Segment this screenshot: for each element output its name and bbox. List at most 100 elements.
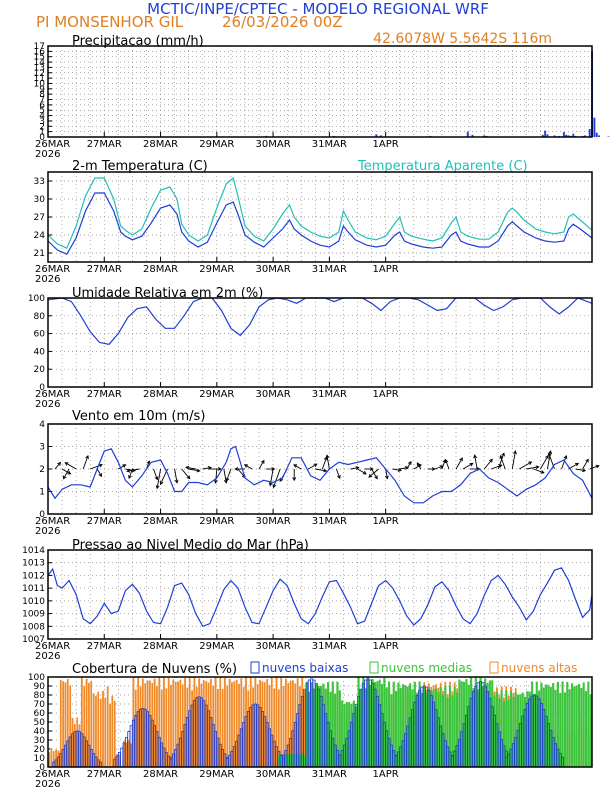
y-tick-label: 1008 bbox=[22, 622, 45, 632]
wind-vector-head bbox=[268, 482, 273, 487]
y-tick-label: 6 bbox=[39, 101, 45, 111]
cloud-mid-bar bbox=[287, 754, 290, 767]
cloud-mid-bar bbox=[397, 682, 400, 767]
precip-bar bbox=[541, 134, 544, 137]
x-tick-label: 26MAR bbox=[35, 389, 70, 400]
wind-vector-head bbox=[323, 468, 328, 473]
cloud-mid-bar bbox=[439, 687, 442, 767]
cloud-mid-bar bbox=[298, 754, 302, 767]
x-year-label: 2026 bbox=[35, 526, 60, 537]
cloud-mid-bar bbox=[526, 691, 529, 767]
legend-mid-label: nuvens medias bbox=[381, 661, 472, 675]
x-tick-label: 30MAR bbox=[256, 769, 291, 780]
wind-vector bbox=[413, 464, 422, 470]
legend-low-label: nuvens baixas bbox=[262, 661, 348, 675]
y-tick-label: 15 bbox=[34, 53, 45, 63]
cloud-mid-bar bbox=[545, 684, 548, 767]
cloud-mid-bar bbox=[350, 703, 353, 767]
cloud-mid-bar bbox=[470, 677, 473, 767]
wind-vector-head bbox=[146, 460, 151, 465]
cloud-mid-bar bbox=[301, 753, 304, 767]
wind-vector-head bbox=[501, 452, 505, 457]
precip-bar bbox=[562, 132, 565, 137]
wind-panel: Vento em 10m (m/s) 0 1 2 3 4 26MAR 27MAR 28MAR 2… bbox=[35, 409, 600, 537]
cloud-mid-bar bbox=[378, 679, 381, 767]
wind-speed-line bbox=[47, 445, 593, 504]
wind-vector bbox=[185, 466, 196, 470]
cloud-mid-bar bbox=[364, 688, 367, 767]
cloud-mid-bar bbox=[327, 682, 330, 767]
cloud-mid-bar bbox=[481, 685, 484, 767]
wind-vector bbox=[326, 455, 330, 470]
x-year-label: 2026 bbox=[35, 399, 60, 410]
cloud-mid-bar bbox=[479, 677, 482, 767]
wind-vector-head bbox=[57, 461, 62, 466]
x-tick-label: 30MAR bbox=[256, 264, 291, 275]
y-tick-label: 20 bbox=[34, 745, 46, 755]
cloud-mid-bar bbox=[509, 691, 513, 767]
cloud-mid-bar bbox=[559, 692, 562, 767]
cloud-mid-bar bbox=[437, 691, 440, 767]
wind-vector bbox=[582, 459, 589, 470]
cloud-mid-bar bbox=[432, 689, 435, 767]
cloud-mid-bar bbox=[519, 694, 522, 767]
cloud-mid-bar bbox=[448, 686, 452, 767]
legend-high-label: nuvens altas bbox=[501, 661, 577, 675]
cloud-mid-bar bbox=[587, 681, 590, 767]
wind-vector bbox=[181, 468, 191, 479]
wind-vector-head bbox=[582, 468, 587, 473]
cloud-mid-bar bbox=[385, 687, 388, 767]
wind-vector-head bbox=[362, 470, 367, 475]
cloud-mid-bar bbox=[388, 681, 391, 767]
y-tick-label: 0 bbox=[39, 133, 45, 143]
y-tick-label: 1 bbox=[39, 488, 45, 498]
precip-bar bbox=[607, 136, 610, 137]
x-tick-label: 30MAR bbox=[256, 516, 291, 527]
wind-vector bbox=[445, 459, 450, 470]
cloud-mid-bar bbox=[460, 681, 463, 767]
wind-vector bbox=[308, 463, 317, 470]
wind-vector-head bbox=[385, 475, 389, 480]
x-year-label: 2026 bbox=[35, 779, 60, 790]
cloud-mid-bar bbox=[402, 684, 405, 767]
wind-vector bbox=[526, 466, 539, 470]
cloud-high-bar bbox=[104, 697, 107, 768]
y-tick-label: 40 bbox=[34, 347, 46, 357]
wind-vector bbox=[223, 468, 227, 483]
cloud-mid-bar bbox=[486, 682, 489, 767]
wind-vector bbox=[269, 468, 274, 486]
cloud-mid-bar bbox=[582, 682, 585, 767]
cloud-mid-bar bbox=[404, 685, 407, 767]
cloud-mid-bar bbox=[277, 755, 280, 767]
cloud-mid-bar bbox=[284, 753, 287, 767]
y-tick-label: 17 bbox=[34, 42, 45, 52]
x-tick-label: 27MAR bbox=[87, 516, 122, 527]
wind-vector bbox=[399, 467, 409, 470]
wind-vector bbox=[226, 468, 232, 481]
wind-vector bbox=[153, 468, 158, 480]
wind-vector-head bbox=[469, 462, 474, 467]
cloud-high-bar bbox=[108, 703, 112, 768]
cloud-mid-bar bbox=[418, 681, 421, 767]
cloud-mid-bar bbox=[535, 681, 538, 767]
x-tick-label: 1APR bbox=[373, 264, 399, 275]
wind-vector bbox=[511, 450, 516, 470]
cloud-mid-bar bbox=[495, 691, 498, 767]
wind-vector bbox=[273, 468, 281, 488]
cloud-high-bar bbox=[113, 700, 116, 768]
cloud-mid-bar bbox=[411, 689, 414, 767]
cloud-high-bar bbox=[101, 690, 105, 768]
x-tick-label: 26MAR bbox=[35, 516, 70, 527]
cloud-mid-bar bbox=[312, 688, 316, 767]
y-tick-label: 21 bbox=[34, 249, 45, 259]
cloud-mid-bar bbox=[444, 686, 447, 767]
wind-vector-head bbox=[67, 470, 72, 475]
wind-vector bbox=[500, 455, 506, 470]
cloud-mid-bar bbox=[343, 704, 346, 767]
clouds-title: Cobertura de Nuvens (%) bbox=[72, 662, 237, 677]
cloud-high-bar bbox=[106, 685, 109, 768]
cloud-mid-bar bbox=[315, 683, 318, 767]
x-tick-label: 1APR bbox=[373, 641, 399, 652]
y-tick-label: 3 bbox=[39, 443, 45, 453]
temperature-panel: 2-m Temperatura (C) Temperatura Aparente… bbox=[34, 159, 593, 285]
